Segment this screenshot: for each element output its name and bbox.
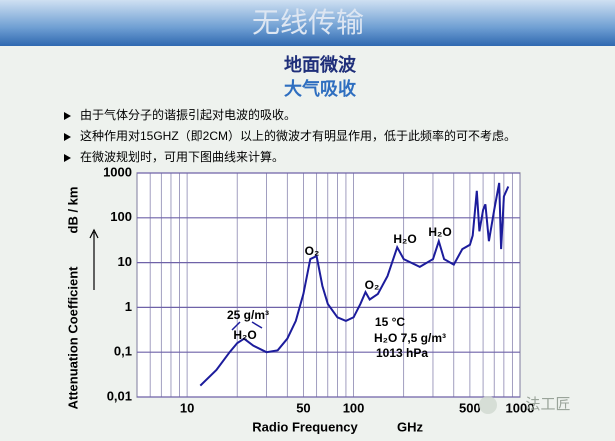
y-tick-label: 0,1 — [114, 344, 132, 359]
x-tick-label: 10 — [180, 400, 194, 415]
y-tick-label: 10 — [118, 254, 132, 269]
annotation: H₂O — [428, 225, 451, 239]
y-tick-label: 1 — [125, 299, 132, 314]
annotation-pointer — [231, 321, 241, 331]
watermark-icon — [479, 396, 497, 414]
x-tick-label: 100 — [343, 400, 365, 415]
slide-title: 无线传输 — [252, 6, 364, 39]
plot-area — [136, 172, 521, 398]
annotation: H₂O 7,5 g/m³ — [374, 331, 446, 345]
axis-arrow-head — [89, 228, 99, 239]
heading: 地面微波 — [284, 54, 357, 75]
annotation: O₂ — [305, 244, 320, 258]
bullet-marker — [64, 154, 71, 162]
bullet-text: 由于气体分子的谐振引起对电波的吸收。 — [80, 107, 296, 122]
x-axis-label: Radio Frequency — [252, 419, 358, 434]
annotation: 25 g/m³ — [227, 308, 269, 322]
chart: 0,01 0,1 1 10 100 1000 10 50 100 500 1000 25 g/m³ H₂… — [103, 164, 534, 415]
y-tick-label: 100 — [110, 209, 132, 224]
attenuation-curve — [199, 182, 510, 387]
annotation-pointer — [251, 321, 263, 329]
watermark: 法工匠 — [525, 396, 570, 413]
bullet-text: 在微波规划时，可用下图曲线来计算。 — [80, 149, 284, 164]
subheading: 大气吸收 — [284, 78, 356, 99]
bullet-marker — [64, 112, 71, 120]
bullet-text: 这种作用对15GHZ（即2CM）以上的微波才有明显作用，低于此频率的可不考虑。 — [80, 128, 516, 143]
y-axis-label: Attenuation Coefficient — [65, 266, 80, 410]
x-tick-label: 1000 — [506, 400, 535, 415]
annotation: 15 °C — [375, 315, 405, 329]
bullet-marker — [64, 133, 71, 141]
x-tick-label: 500 — [459, 400, 481, 415]
annotation: 1013 hPa — [376, 346, 428, 360]
annotation: O₂ — [365, 278, 380, 292]
x-tick-label: 50 — [296, 400, 310, 415]
y-tick-label: 0,01 — [107, 388, 132, 403]
annotation: H₂O — [233, 328, 256, 342]
annotation: H₂O — [393, 232, 416, 246]
bullet-list: 由于气体分子的谐振引起对电波的吸收。这种作用对15GHZ（即2CM）以上的微波才… — [64, 107, 516, 164]
banner — [0, 0, 615, 46]
y-tick-label: 1000 — [103, 164, 132, 179]
x-axis-unit: GHz — [397, 419, 424, 434]
y-axis-unit: dB / km — [65, 187, 80, 234]
